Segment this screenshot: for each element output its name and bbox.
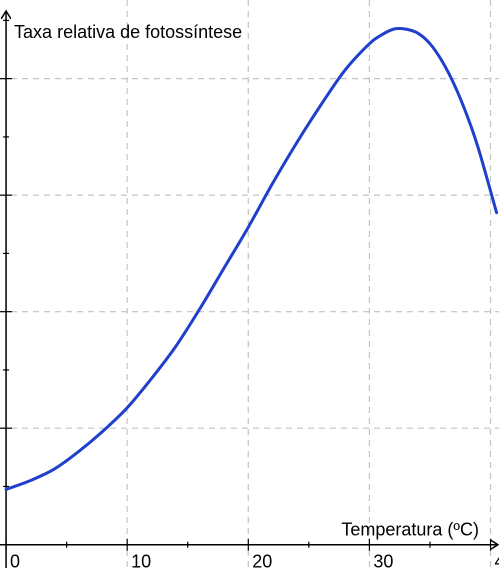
x-tick-label: 10 xyxy=(131,552,151,568)
x-tick-label: 20 xyxy=(252,552,272,568)
tick-marks xyxy=(0,19,492,551)
y-axis-title: Taxa relativa de fotossíntese xyxy=(14,22,242,42)
tick-labels: 01020304002468 xyxy=(10,552,499,568)
x-axis-title: Temperatura (ºC) xyxy=(341,520,479,540)
x-tick-label: 30 xyxy=(373,552,393,568)
series xyxy=(4,27,499,491)
x-tick-label: 40 xyxy=(495,552,499,568)
series-line xyxy=(4,27,499,491)
x-tick-label: 0 xyxy=(10,552,20,568)
